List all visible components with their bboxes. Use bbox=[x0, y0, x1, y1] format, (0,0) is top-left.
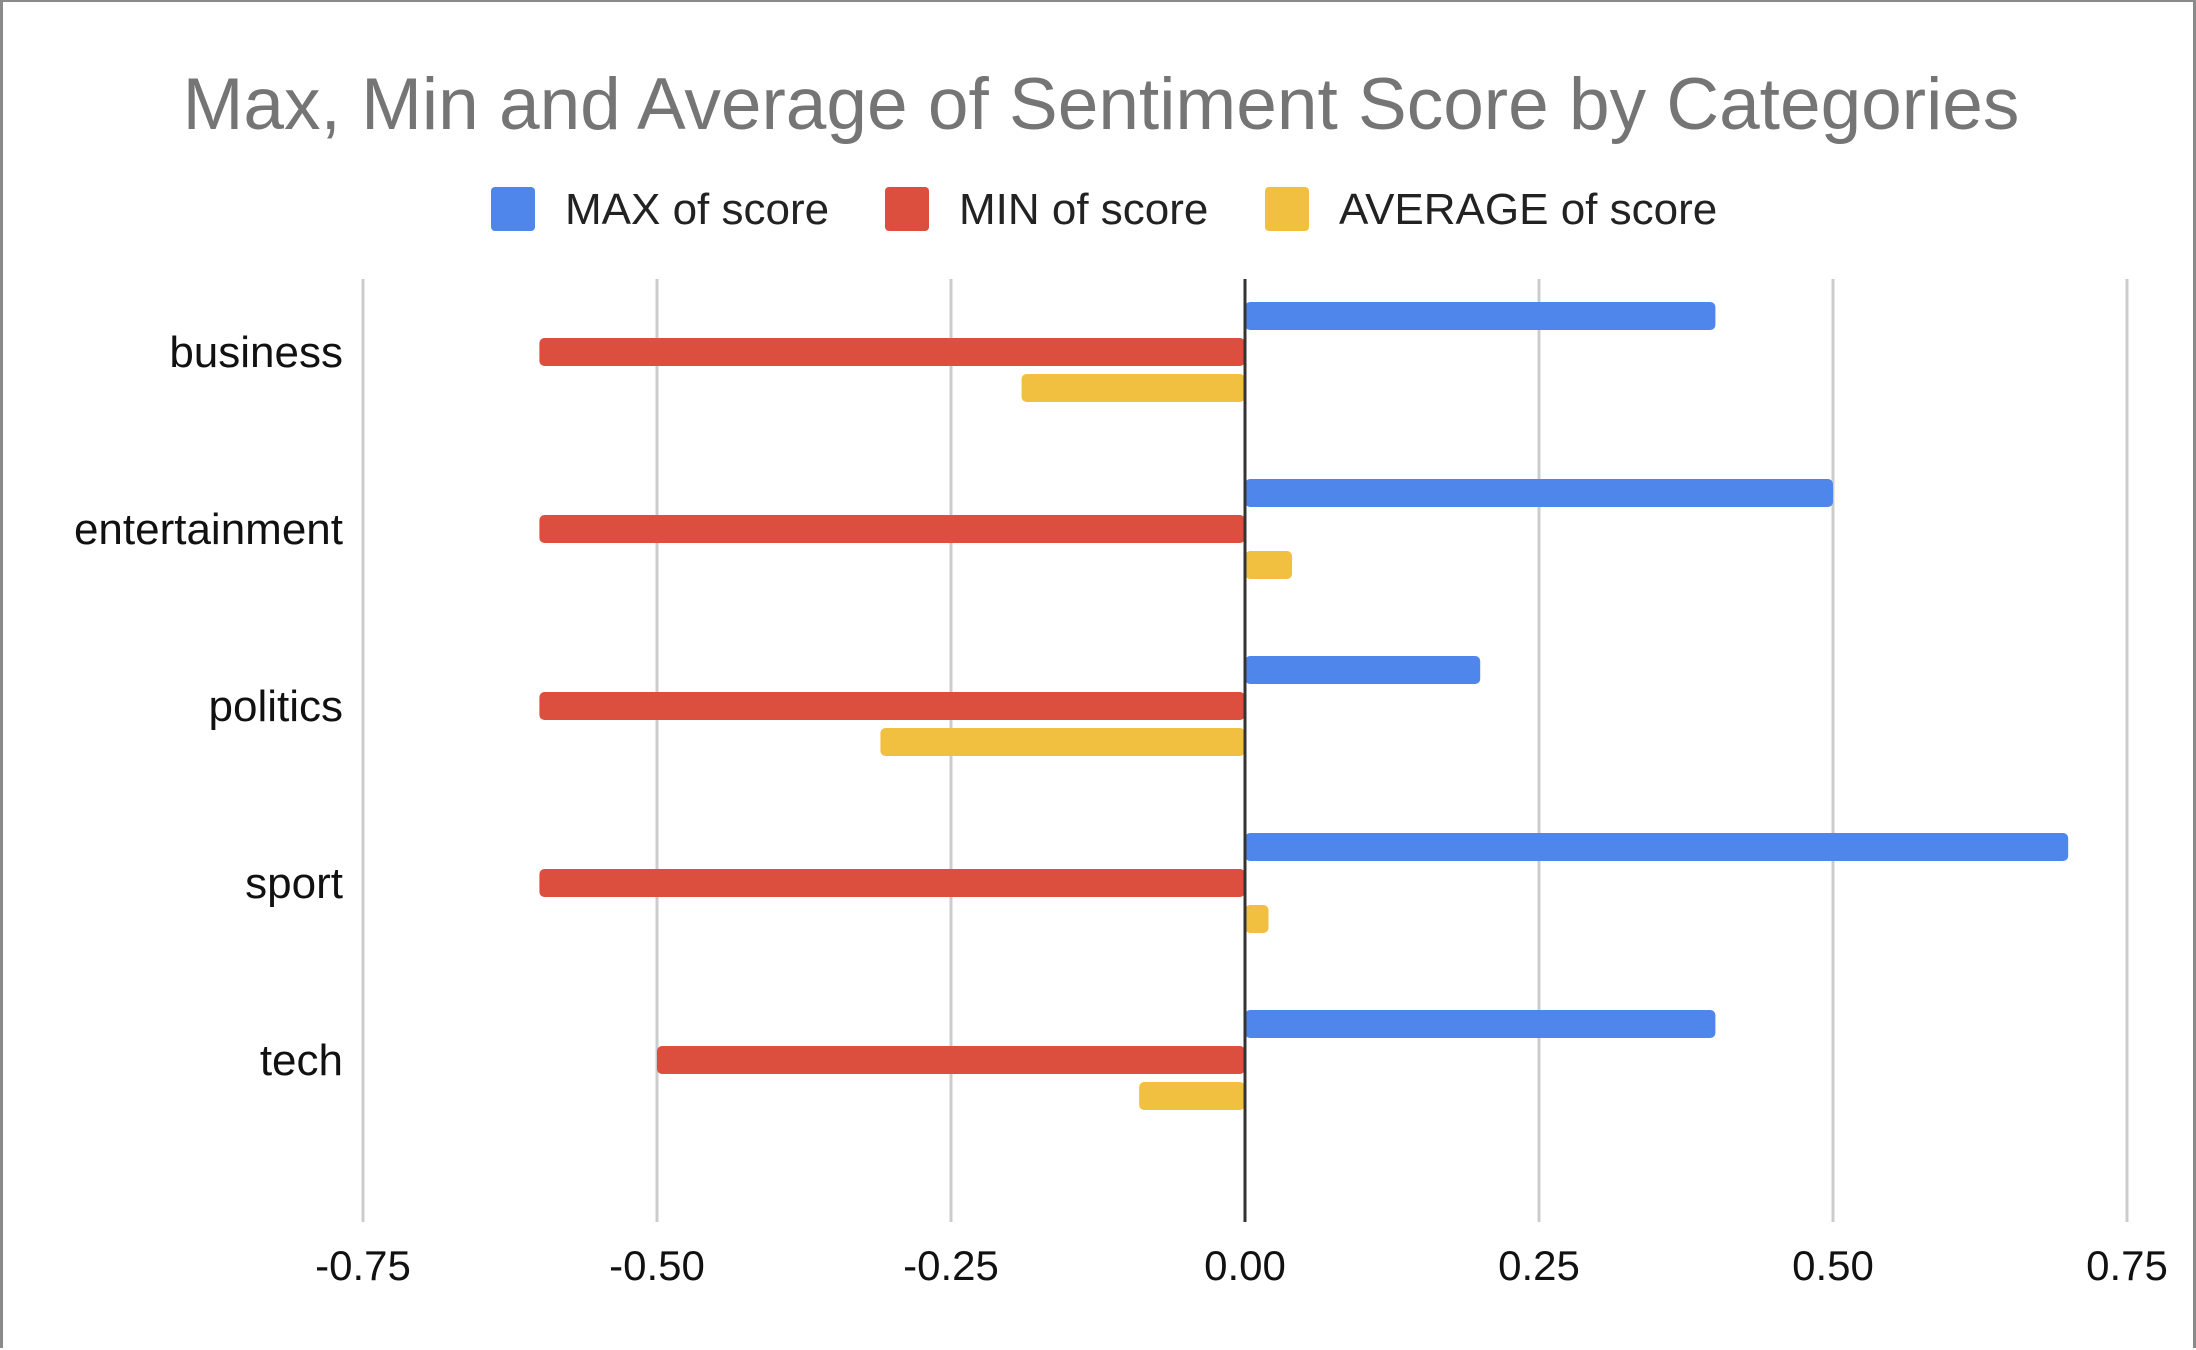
bar-business-average bbox=[1021, 374, 1245, 402]
legend-label-average: AVERAGE of score bbox=[1339, 185, 1717, 234]
bar-entertainment-min bbox=[539, 515, 1245, 543]
category-label-politics: politics bbox=[209, 682, 344, 731]
legend-swatch-min bbox=[885, 187, 929, 231]
bar-politics-average bbox=[880, 728, 1245, 756]
legend-swatch-max bbox=[491, 187, 535, 231]
bar-entertainment-average bbox=[1245, 551, 1293, 579]
bar-chart: Max, Min and Average of Sentiment Score … bbox=[74, 64, 2168, 1289]
x-tick-label-0: -0.75 bbox=[315, 1242, 411, 1289]
bar-business-max bbox=[1245, 302, 1716, 330]
x-tick-label-1: -0.50 bbox=[609, 1242, 705, 1289]
legend: MAX of score MIN of score AVERAGE of score bbox=[491, 185, 1717, 234]
bar-sport-max bbox=[1245, 833, 2069, 861]
tick-labels: -0.75 -0.50 -0.25 0.00 0.25 0.50 0.75 bbox=[315, 1242, 2168, 1289]
bar-sport-average bbox=[1245, 905, 1269, 933]
bar-politics-min bbox=[539, 692, 1245, 720]
x-tick-label-4: 0.25 bbox=[1498, 1242, 1580, 1289]
bars bbox=[539, 302, 2069, 1110]
bar-politics-max bbox=[1245, 656, 1481, 684]
x-tick-label-5: 0.50 bbox=[1792, 1242, 1874, 1289]
bar-business-min bbox=[539, 338, 1245, 366]
chart-title: Max, Min and Average of Sentiment Score … bbox=[183, 64, 2020, 145]
category-label-sport: sport bbox=[245, 859, 343, 908]
x-tick-label-2: -0.25 bbox=[903, 1242, 999, 1289]
category-label-tech: tech bbox=[260, 1036, 343, 1085]
category-label-entertainment: entertainment bbox=[74, 505, 343, 554]
legend-label-min: MIN of score bbox=[959, 185, 1208, 234]
x-tick-label-3: 0.00 bbox=[1204, 1242, 1286, 1289]
legend-swatch-average bbox=[1265, 187, 1309, 231]
category-labels: business entertainment politics sport tech bbox=[74, 328, 343, 1085]
bar-entertainment-max bbox=[1245, 479, 1833, 507]
category-label-business: business bbox=[169, 328, 343, 377]
bar-tech-max bbox=[1245, 1010, 1716, 1038]
legend-label-max: MAX of score bbox=[565, 185, 829, 234]
bar-sport-min bbox=[539, 869, 1245, 897]
bar-tech-min bbox=[657, 1046, 1245, 1074]
x-tick-label-6: 0.75 bbox=[2086, 1242, 2168, 1289]
bar-tech-average bbox=[1139, 1082, 1245, 1110]
